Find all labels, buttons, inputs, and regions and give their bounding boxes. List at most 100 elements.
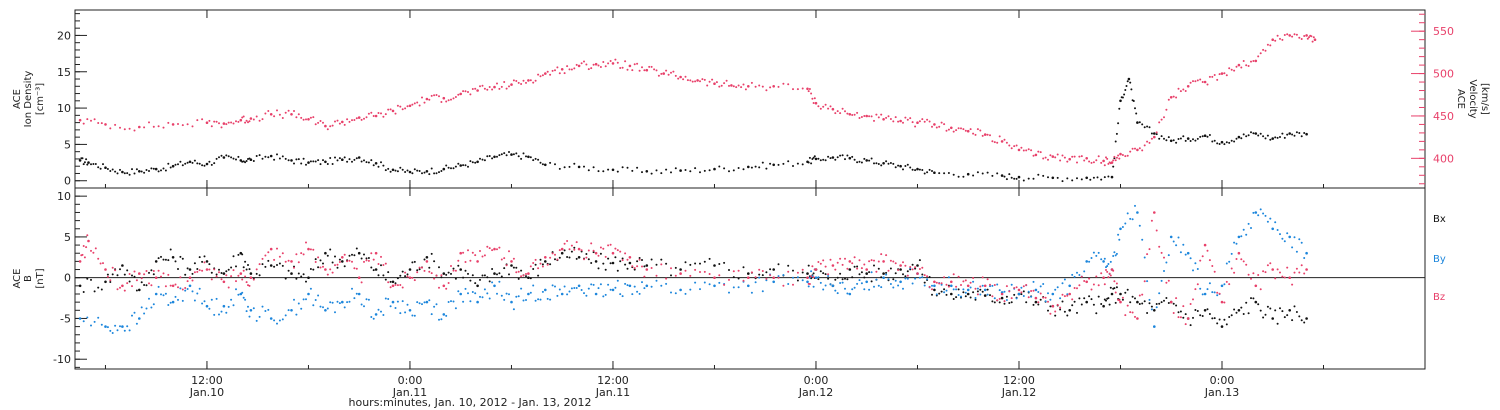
data-point	[1237, 63, 1241, 67]
data-point	[201, 269, 204, 272]
data-point	[614, 256, 617, 259]
data-point	[1150, 137, 1153, 140]
data-point	[894, 262, 897, 265]
data-point	[616, 249, 619, 252]
data-point	[416, 169, 419, 172]
data-point	[628, 64, 632, 68]
data-point	[363, 159, 365, 162]
data-point	[1066, 177, 1069, 180]
data-point	[372, 258, 375, 261]
data-point	[143, 312, 146, 315]
data-point	[235, 120, 237, 123]
data-point	[708, 80, 711, 83]
data-point	[1160, 135, 1163, 138]
data-point	[575, 257, 578, 260]
x-tick-date: Jan.12	[798, 386, 833, 399]
data-point	[317, 121, 320, 124]
data-point	[694, 167, 697, 170]
data-point	[1291, 246, 1294, 249]
data-point	[267, 110, 270, 112]
data-point	[577, 284, 581, 288]
data-point	[728, 170, 730, 173]
data-point	[573, 287, 576, 289]
data-point	[904, 165, 907, 167]
data-point	[689, 263, 692, 266]
data-point	[674, 266, 677, 269]
data-point	[923, 120, 926, 123]
data-point	[573, 246, 576, 249]
data-point	[969, 128, 972, 131]
data-point	[517, 295, 520, 298]
data-point	[1136, 148, 1139, 152]
data-point	[343, 306, 346, 309]
data-point	[1076, 271, 1078, 274]
data-point	[404, 107, 407, 110]
data-point	[377, 263, 380, 265]
data-point	[626, 68, 629, 71]
data-point	[196, 119, 199, 122]
data-point	[1211, 265, 1214, 267]
data-point	[1039, 285, 1042, 288]
data-point	[208, 268, 211, 271]
data-point	[258, 315, 261, 318]
data-point	[1201, 81, 1204, 83]
data-point	[801, 268, 804, 271]
data-point	[471, 274, 474, 277]
data-point	[500, 275, 503, 278]
data-point	[421, 266, 423, 269]
data-point	[983, 288, 987, 292]
data-point	[1233, 308, 1236, 311]
data-point	[573, 67, 576, 70]
data-point	[674, 274, 677, 277]
data-point	[1245, 64, 1248, 67]
data-point	[1146, 140, 1149, 143]
data-point	[372, 317, 375, 320]
data-point	[278, 113, 281, 116]
data-point	[1175, 141, 1178, 144]
data-point	[1206, 308, 1209, 311]
data-point	[438, 266, 440, 269]
data-point	[1225, 74, 1228, 77]
data-point	[1073, 155, 1076, 158]
data-point	[305, 163, 307, 166]
data-point	[284, 314, 287, 317]
data-point	[873, 285, 875, 288]
data-point	[742, 279, 745, 282]
data-point	[162, 258, 165, 261]
data-point	[972, 291, 975, 294]
data-point	[82, 245, 85, 247]
data-point	[621, 257, 624, 260]
data-point	[577, 64, 581, 68]
data-point	[972, 277, 975, 279]
data-point	[585, 63, 588, 66]
data-point	[769, 86, 772, 89]
data-point	[660, 72, 663, 75]
data-point	[1113, 155, 1116, 158]
data-point	[104, 268, 107, 271]
data-point	[104, 166, 107, 169]
data-point	[341, 158, 344, 161]
data-point	[193, 262, 196, 265]
y-tick-label: 10	[57, 190, 71, 203]
data-point	[1126, 288, 1129, 291]
data-point	[964, 291, 967, 294]
data-point	[643, 69, 646, 72]
data-point	[109, 170, 112, 172]
data-point	[235, 280, 237, 283]
data-point	[1264, 313, 1267, 316]
data-point	[566, 293, 569, 296]
x-tick-date: Jan.11	[595, 386, 630, 399]
data-point	[787, 83, 790, 86]
data-point	[875, 278, 878, 281]
data-point	[171, 123, 175, 126]
data-point	[411, 103, 414, 106]
data-point	[290, 272, 293, 275]
data-point	[300, 162, 303, 165]
data-point	[109, 329, 112, 332]
data-point	[380, 112, 382, 115]
data-point	[933, 280, 936, 284]
data-point	[957, 275, 960, 278]
data-point	[1303, 321, 1306, 324]
data-point	[123, 172, 126, 175]
